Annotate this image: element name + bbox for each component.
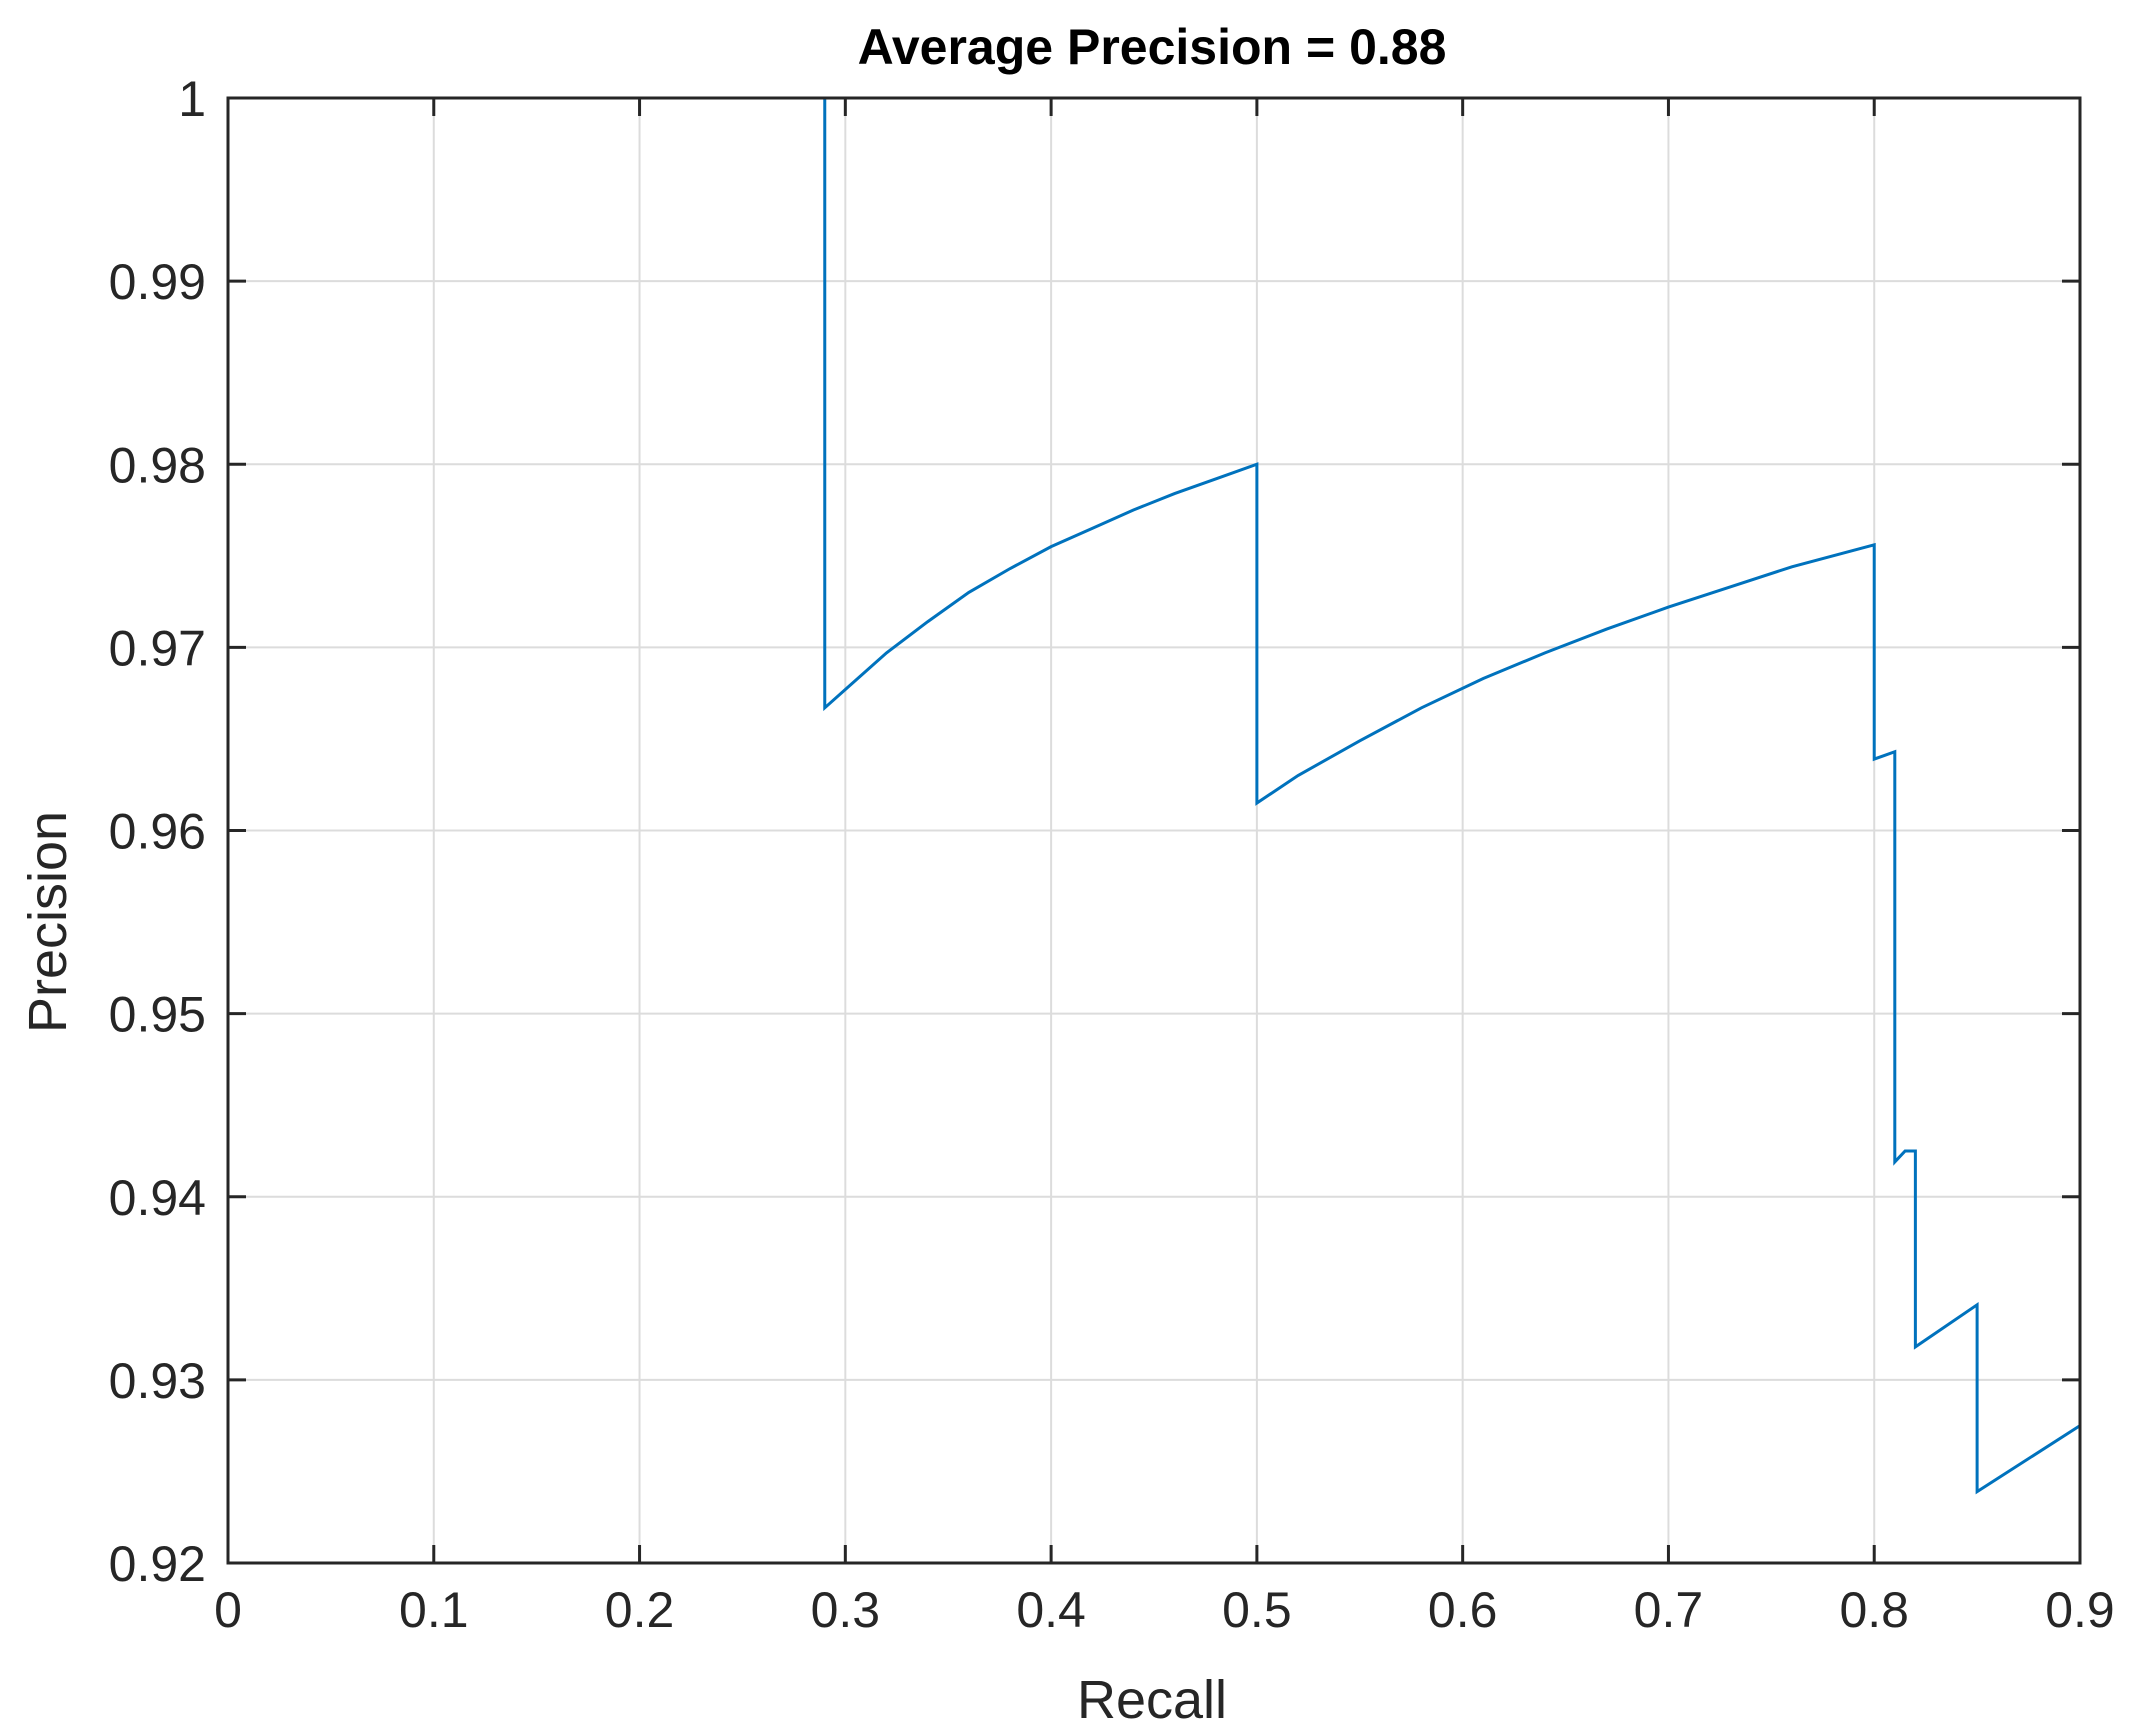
- x-tick-label: 0.9: [2045, 1582, 2115, 1638]
- x-tick-label: 0.3: [811, 1582, 881, 1638]
- y-tick-labels: 0.92 0.93 0.94 0.95 0.96 0.97 0.98 0.99 1: [109, 71, 206, 1592]
- y-tick-label: 0.95: [109, 987, 206, 1043]
- y-tick-label: 1: [178, 71, 206, 127]
- tick-marks: [226, 96, 2082, 1565]
- y-tick-label: 0.96: [109, 804, 206, 860]
- x-tick-label: 0.8: [1839, 1582, 1909, 1638]
- x-axis-label: Recall: [1077, 1670, 1227, 1730]
- y-tick-label: 0.98: [109, 437, 206, 493]
- y-axis-label: Precision: [18, 811, 78, 1033]
- y-tick-label: 0.93: [109, 1353, 206, 1409]
- x-tick-label: 0.4: [1016, 1582, 1086, 1638]
- x-tick-label: 0.7: [1634, 1582, 1704, 1638]
- x-tick-labels: 0 0.1 0.2 0.3 0.4 0.5 0.6 0.7 0.8 0.9: [214, 1582, 2115, 1638]
- plot-frame: [226, 96, 2082, 1565]
- y-tick-label: 0.94: [109, 1170, 206, 1226]
- x-tick-label: 0.1: [399, 1582, 469, 1638]
- y-tick-label: 0.92: [109, 1536, 206, 1592]
- y-tick-label: 0.99: [109, 254, 206, 310]
- chart-title: Average Precision = 0.88: [858, 19, 1447, 75]
- x-tick-label: 0.2: [605, 1582, 675, 1638]
- x-tick-label: 0.5: [1222, 1582, 1292, 1638]
- y-tick-label: 0.97: [109, 620, 206, 676]
- precision-recall-curve: [228, 96, 2081, 1495]
- grid-lines: [228, 98, 2080, 1563]
- x-tick-label: 0: [214, 1582, 242, 1638]
- x-tick-label: 0.6: [1428, 1582, 1498, 1638]
